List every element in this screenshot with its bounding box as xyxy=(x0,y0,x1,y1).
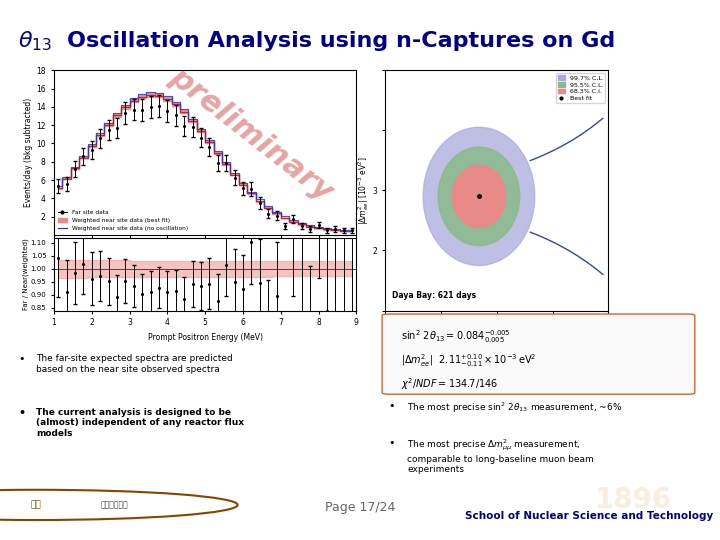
X-axis label: $\rm sin^2(2\theta_{13})$: $\rm sin^2(2\theta_{13})$ xyxy=(476,333,518,347)
Y-axis label: Far / Near(weighted): Far / Near(weighted) xyxy=(23,238,30,310)
Legend: Far site data, Weighted near site data (best fit), Weighted near site data (no o: Far site data, Weighted near site data (… xyxy=(57,208,189,232)
Ellipse shape xyxy=(423,127,535,266)
Ellipse shape xyxy=(452,165,505,227)
Text: $\theta_{13}$: $\theta_{13}$ xyxy=(18,29,52,53)
Text: The current analysis is designed to be
(almost) independent of any reactor flux
: The current analysis is designed to be (… xyxy=(36,408,244,437)
Text: •: • xyxy=(18,408,25,418)
Text: $|\Delta m^2_{ee}|\ \ 2.11^{+0.10}_{-0.11}\times10^{-3}\,\mathrm{eV}^2$: $|\Delta m^2_{ee}|\ \ 2.11^{+0.10}_{-0.1… xyxy=(401,352,536,369)
Text: Page 17/24: Page 17/24 xyxy=(325,501,395,514)
X-axis label: Prompt Positron Energy (MeV): Prompt Positron Energy (MeV) xyxy=(148,333,263,342)
Text: Oscillation Analysis using n-Captures on Gd: Oscillation Analysis using n-Captures on… xyxy=(67,31,616,51)
Y-axis label: $|\Delta m^2_{ee}|\ [10^{-3}\ \rm eV^2]$: $|\Delta m^2_{ee}|\ [10^{-3}\ \rm eV^2]$ xyxy=(356,156,372,225)
Text: School of Nuclear Science and Technology: School of Nuclear Science and Technology xyxy=(464,511,713,521)
Ellipse shape xyxy=(438,147,520,246)
Y-axis label: Events/day (bkg subtracted): Events/day (bkg subtracted) xyxy=(24,98,33,207)
Text: The far-site expected spectra are predicted
based on the near site observed spec: The far-site expected spectra are predic… xyxy=(36,354,233,374)
Text: 西交: 西交 xyxy=(31,501,41,509)
Text: The most precise $\Delta m^2_{\mu\mu}$ measurement,
comparable to long-baseline : The most precise $\Delta m^2_{\mu\mu}$ m… xyxy=(408,438,594,474)
Text: 1896: 1896 xyxy=(595,485,672,514)
Legend: 99.7% C.L., 95.5% C.L., 68.3% C.I., Best fit: 99.7% C.L., 95.5% C.L., 68.3% C.I., Best… xyxy=(557,73,606,103)
Text: $\sin^2\,2\theta_{13} = 0.084^{-0.005}_{0.005}$: $\sin^2\,2\theta_{13} = 0.084^{-0.005}_{… xyxy=(401,328,510,345)
Text: 西安交通大学: 西安交通大学 xyxy=(101,501,129,509)
Text: •: • xyxy=(18,354,24,364)
Text: preliminary: preliminary xyxy=(164,62,338,207)
Text: $\chi^2/NDF = 134.7/146$: $\chi^2/NDF = 134.7/146$ xyxy=(401,376,498,392)
FancyBboxPatch shape xyxy=(382,314,695,394)
Text: The most precise $\sin^2\,2\theta_{13}$ measurement, ~6%: The most precise $\sin^2\,2\theta_{13}$ … xyxy=(408,401,623,415)
Text: Daya Bay: 621 days: Daya Bay: 621 days xyxy=(392,292,476,300)
Text: •: • xyxy=(388,438,395,448)
Text: •: • xyxy=(388,401,395,411)
